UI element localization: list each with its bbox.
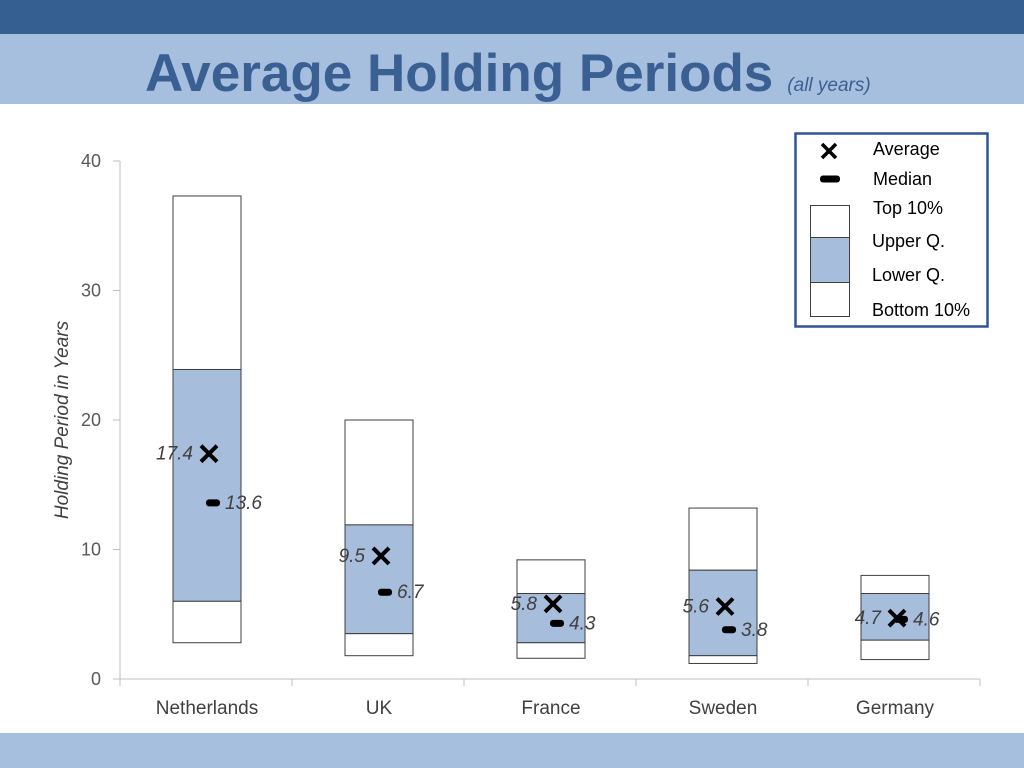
x-category-label: Netherlands [156,698,258,719]
box-top-10 [516,559,586,595]
median-value-label: 13.6 [225,493,262,514]
title-row: Average Holding Periods (all years) [145,47,871,100]
median-dash-icon [722,626,736,634]
average-cross-icon [199,444,219,464]
median-dash-icon [206,499,220,507]
header-bar [0,0,1024,34]
box-quartiles [344,524,414,635]
median-value-label: 6.7 [397,582,425,603]
median-value-label: 4.3 [569,613,596,634]
legend-swatch-bottom-10 [810,282,850,317]
median-value-label: 3.8 [741,620,768,641]
legend-label-upper-q: Upper Q. [872,231,945,251]
legend: Average Median Top 10% Upper Q. Lower Q.… [794,132,989,328]
legend-median-dash-icon [820,175,840,183]
plot-boxes [172,195,930,664]
y-tick-label: 20 [81,410,101,430]
average-cross-icon [371,546,391,566]
legend-label-median: Median [873,169,932,189]
x-category-label: UK [366,698,393,719]
page-title: Average Holding Periods [145,44,774,103]
box-bottom-10 [516,642,586,659]
legend-label-average: Average [873,139,940,159]
y-axis-title: Holding Period in Years [52,320,73,519]
legend-swatch-quartiles [810,237,850,283]
y-tick-label: 30 [81,281,101,301]
box-top-10 [860,574,930,595]
y-tick-label: 40 [81,151,101,171]
y-axis: 0 10 20 30 40 [81,151,121,689]
median-value-label: 4.6 [913,609,940,630]
x-category-label: Sweden [689,698,758,719]
average-value-label: 5.6 [683,596,710,617]
footer-band [0,733,1024,768]
x-category-label: Germany [856,698,935,719]
y-tick-label: 10 [81,540,101,560]
average-value-label: 5.8 [511,594,538,615]
box-top-10 [688,507,758,571]
box-quartiles [688,569,758,657]
legend-label-lower-q: Lower Q. [872,265,945,285]
cross-stroke [199,444,219,464]
average-value-label: 9.5 [339,546,366,567]
title-band [0,34,1024,104]
page-subtitle: (all years) [787,75,871,96]
legend-average-cross-icon [820,142,838,160]
median-dash-icon [550,619,564,627]
box-bottom-10 [172,600,242,644]
average-value-label: 4.7 [855,608,883,629]
x-category-label: France [521,698,580,719]
box-bottom-10 [860,639,930,661]
median-dash-icon [894,615,908,623]
x-axis: Netherlands UK France Sweden Germany [119,678,981,719]
legend-swatch-top-10 [810,205,850,238]
median-dash-icon [378,588,392,596]
box-bottom-10 [688,655,758,664]
average-cross-icon [543,594,563,614]
cross-stroke [371,546,391,566]
cross-stroke [543,594,563,614]
average-value-label: 17.4 [156,444,193,465]
y-tick-label: 0 [91,669,101,689]
legend-label-top-10: Top 10% [873,198,943,218]
box-top-10 [172,195,242,370]
cross-stroke [820,142,838,160]
plot-markers: 17.4 13.6 9.5 6.7 5.8 4.3 5.6 3.8 4.7 4.6 [156,444,940,641]
legend-label-bottom-10: Bottom 10% [872,300,970,320]
average-cross-icon [715,597,735,616]
box-bottom-10 [344,633,414,657]
box-quartiles [172,368,242,602]
cross-stroke [715,597,735,616]
box-top-10 [344,419,414,526]
